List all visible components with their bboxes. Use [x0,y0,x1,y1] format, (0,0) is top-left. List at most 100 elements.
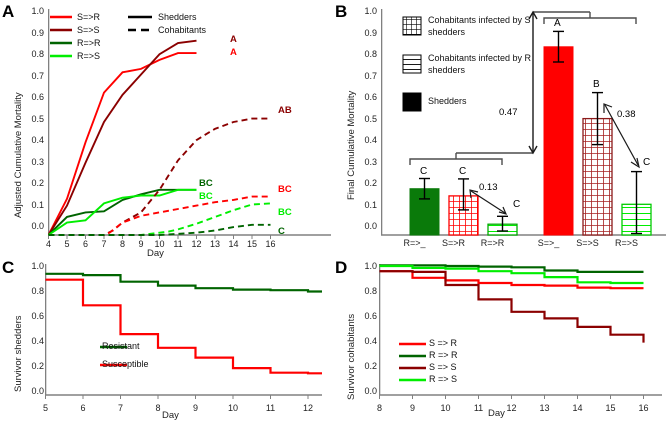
panel-c-xtick: 5 [42,403,48,413]
panel-a-sig-letter: C [278,226,285,237]
panel-a-sig-letter: BC [278,207,292,218]
panel-c-xtick: 7 [117,403,123,413]
panel-c-xtick: 10 [227,403,238,413]
panel-a-ytick: 0.5 [31,113,44,124]
panel-a-sig-letter: BC [199,191,213,202]
panel-b-legend-item-cohab-r: Cohabitants infected by R shedders [428,53,532,75]
panel-a-label: A [2,2,15,21]
panel-b-ytick: 0.7 [364,70,377,81]
panel-a-xtick: 7 [101,239,107,249]
panel-a-xlabel: Day [147,248,164,259]
panel-d: D Survivor cohabitants 1.0 0.8 0.6 0.4 0… [333,258,667,432]
panel-b-xtick-r-to-r: R=>R [480,238,505,248]
panel-b-sig-letter: C [513,199,521,210]
panel-c-ytick: 0.6 [31,311,44,321]
panel-c: C Survivor shedders 1.0 0.8 0.6 0.4 0.2 … [0,258,333,432]
panel-c-legend-item-susceptible: Susceptible [102,359,149,369]
panel-d-legend-item-r-to-s: R => S [429,374,458,384]
panel-b-ytick: 1.0 [364,6,377,16]
panel-a-xtick: 11 [173,239,183,249]
panel-a-ytick: 0.7 [31,70,44,81]
panel-b-sig-letter: C [643,157,651,168]
panel-d-xtick: 11 [473,403,484,413]
panel-a-xtick: 16 [265,239,276,249]
panel-c-xlabel: Day [162,410,179,421]
panel-c-xtick: 12 [302,403,313,413]
panel-d-xtick: 12 [506,403,517,413]
panel-c-ytick: 0.4 [31,336,44,346]
panel-d-legend-item-s-to-r: S => R [429,338,458,348]
panel-a-ytick: 0.9 [31,27,44,38]
panel-d-ytick: 0.0 [364,386,377,396]
panel-c-ytick: 1.0 [31,261,44,271]
panel-a-ytick: 0.4 [31,135,44,145]
panel-a-legend-item-r-to-r: R=>R [77,38,101,48]
panel-a-xtick: 8 [119,239,125,249]
panel-d-plot [379,264,662,399]
panel-a-legend-item-s-to-s: S=>S [77,25,100,35]
panel-b-sig-letter: C [459,166,467,177]
panel-b-sig-letter: B [593,79,600,90]
panel-d-ytick: 0.8 [364,286,377,296]
panel-b-ytick: 0.8 [364,49,377,59]
panel-a-xtick: 10 [154,239,165,249]
panel-d-label: D [335,258,348,277]
panel-a-xtick: 9 [138,239,144,249]
panel-a-ytick: 0.8 [31,49,44,59]
panel-a-xtick: 4 [45,239,51,249]
panel-a-sig-letter: A [230,34,237,45]
panel-b-xtick-s-to-r: S=>R [441,238,465,248]
panel-a-legend-item-cohabitants: Cohabitants [158,25,207,35]
panel-d-xlabel: Day [488,408,505,419]
panel-a-sig-letter: BC [199,178,213,189]
panel-a-sig-letter: AB [278,105,292,116]
panel-b-xtick-r-to-blank: R=>_ [403,238,426,248]
panel-c-xtick: 8 [155,403,161,413]
panel-c-ytick: 0.8 [31,286,44,296]
panel-c-legend-item-resistant: Resistant [102,341,140,351]
panel-d-legend-item-s-to-s: S => S [429,362,457,372]
panel-a-ytick: 1.0 [31,6,44,16]
panel-d-xtick: 13 [539,403,550,413]
panel-a-ytick: 0.2 [31,178,44,188]
panel-d-xtick: 8 [376,403,382,413]
panel-a-legend-item-r-to-s: R=>S [77,51,101,61]
panel-b-xtick-r-to-s: R=>S [614,238,638,248]
panel-b-diff-0-47: 0.47 [499,107,518,118]
panel-b-ytick: 0.2 [364,178,377,188]
panel-b: B Final Cumulative Mortality 1.0 0.9 0.8… [333,0,667,258]
panel-a-ytick: 0.6 [31,92,44,102]
panel-b-diff-0-13: 0.13 [479,182,498,193]
panel-b-ytick: 0.1 [364,199,377,210]
panel-a-sig-letter: A [230,47,237,58]
panel-a-ytick: 0.1 [31,199,44,210]
panel-b-ytick: 0.0 [364,221,377,231]
panel-b-sig-letter: A [554,18,561,29]
panel-b-ytick: 0.4 [364,135,377,145]
panel-b-ytick: 0.5 [364,113,377,124]
panel-b-legend-item-cohab-s: Cohabitants infected by S shedders [428,15,531,37]
panel-b-sig-letter: C [420,166,428,177]
panel-b-ytick: 0.3 [364,156,377,167]
panel-c-ytick: 0.2 [31,361,44,371]
panel-b-label: B [335,2,348,21]
panel-a-xtick: 14 [228,239,239,249]
panel-d-xtick: 9 [409,403,415,413]
panel-a-legend-item-shedders: Shedders [158,12,197,22]
panel-a-xtick: 12 [191,239,202,249]
panel-d-legend-item-r-to-r: R => R [429,350,458,360]
panel-d-ytick: 1.0 [364,261,377,271]
panel-d-ytick: 0.4 [364,336,377,346]
panel-b-legend-item-shedders: Shedders [428,96,467,106]
panel-a-xtick: 13 [209,239,220,249]
panel-c-ylabel: Survivor shedders [13,315,24,392]
panel-a-xtick: 15 [246,239,257,249]
panel-a-xtick: 6 [82,239,88,249]
panel-b-ytick: 0.9 [364,27,377,38]
panel-b-diff-0-38: 0.38 [617,109,636,120]
panel-a-ytick: 0.0 [31,221,44,231]
panel-d-xtick: 14 [572,403,583,413]
panel-d-ytick: 0.2 [364,361,377,371]
panel-c-xtick: 11 [265,403,276,413]
panel-b-xtick-s-to-blank: S=>_ [537,238,560,248]
